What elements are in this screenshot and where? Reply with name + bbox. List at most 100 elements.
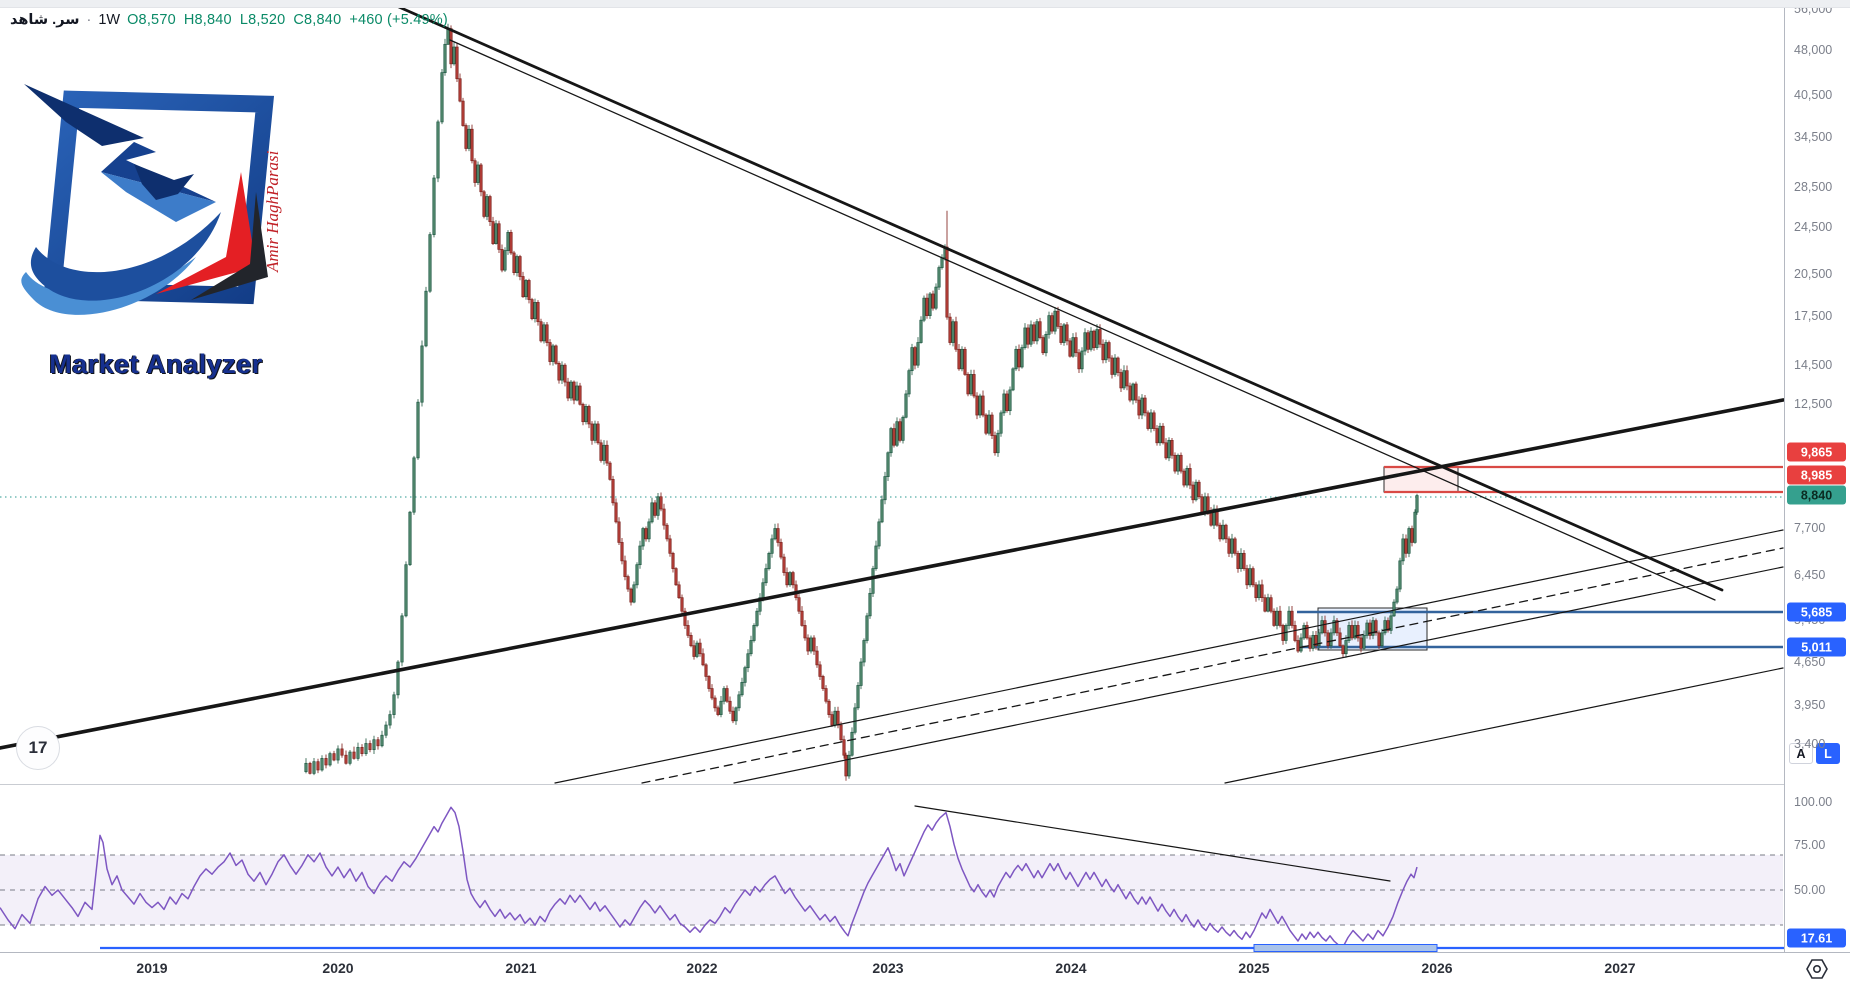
candle-body[interactable] [629,588,633,603]
candle-body[interactable] [554,345,558,364]
candle-body[interactable] [1263,597,1267,612]
candle-body[interactable] [557,363,561,381]
candle-body[interactable] [1011,368,1015,391]
candle-body[interactable] [482,191,486,217]
candle-body[interactable] [859,661,863,686]
candle-body[interactable] [913,347,917,366]
candle-body[interactable] [901,416,905,441]
candle-body[interactable] [1089,330,1093,350]
candle-body[interactable] [821,676,825,689]
year-tick-2023[interactable]: 2023 [872,960,904,976]
candle-body[interactable] [1293,625,1297,641]
candle-body[interactable] [1236,552,1240,569]
candle-body[interactable] [1413,511,1417,543]
candle-body[interactable] [907,370,911,395]
candle-body[interactable] [611,479,615,504]
candle-body[interactable] [584,406,588,423]
candle-body[interactable] [376,739,380,747]
candle-body[interactable] [1146,412,1150,429]
candle-body[interactable] [1392,601,1396,617]
candle-body[interactable] [1092,330,1096,348]
candle-body[interactable] [886,452,890,477]
candle-body[interactable] [312,761,316,774]
candle-body[interactable] [1356,625,1360,639]
candle-body[interactable] [668,538,672,554]
candle-body[interactable] [1314,635,1318,647]
candle-body[interactable] [360,746,364,754]
candle-body[interactable] [340,748,344,756]
candle-body[interactable] [830,714,834,726]
candle-body[interactable] [1344,640,1348,655]
candle-body[interactable] [494,223,498,244]
time-axis[interactable]: 2019 2020 2021 2022 2023 2024 2025 2026 2027 [0,952,1850,986]
candle-body[interactable] [883,476,887,501]
candle-body[interactable] [620,542,624,562]
candle-body[interactable] [695,642,699,657]
candle-body[interactable] [889,428,893,454]
candle-body[interactable] [1365,622,1369,636]
candle-body[interactable] [1326,632,1330,647]
candle-body[interactable] [1059,326,1063,343]
candle-body[interactable] [650,502,654,523]
candle-body[interactable] [1119,372,1123,389]
rsi-line[interactable] [0,806,1418,948]
candle-body[interactable] [1173,454,1177,472]
candle-body[interactable] [1179,454,1183,472]
candle-body[interactable] [1077,352,1081,370]
candle-body[interactable] [512,252,516,273]
candle-body[interactable] [674,568,678,586]
descending-trendline-thin[interactable] [449,39,1716,601]
candle-body[interactable] [524,280,528,298]
candle-body[interactable] [304,762,308,773]
candle-body[interactable] [641,528,645,547]
candle-body[interactable] [530,299,534,319]
candle-body[interactable] [671,552,675,569]
candle-body[interactable] [328,753,332,766]
axis-price-badge[interactable]: 17.61 [1787,928,1846,948]
candle-body[interactable] [847,754,851,777]
candle-body[interactable] [500,249,504,271]
candle-body[interactable] [1368,622,1372,636]
candle-body[interactable] [665,524,669,540]
candle-body[interactable] [785,572,789,586]
candle-body[interactable] [868,592,872,617]
candle-body[interactable] [461,100,465,126]
candle-body[interactable] [1383,620,1387,634]
candle-body[interactable] [384,724,388,736]
candle-body[interactable] [1398,560,1402,590]
candle-body[interactable] [572,381,576,401]
candle-body[interactable] [392,694,396,715]
candle-body[interactable] [1002,393,1006,414]
candle-body[interactable] [545,324,549,343]
year-tick-2027[interactable]: 2027 [1604,960,1636,976]
candle-body[interactable] [749,640,753,655]
candle-body[interactable] [464,125,468,149]
candle-body[interactable] [1269,597,1273,612]
symbol-legend[interactable]: سر. شاهد · 1W O8,570 H8,840 L8,520 C8,840 +4… [10,12,448,28]
interval-label[interactable]: 1W [98,12,121,28]
candle-body[interactable] [563,364,567,383]
candle-body[interactable] [428,234,432,292]
candle-body[interactable] [1347,625,1351,641]
candle-body[interactable] [862,640,866,663]
candle-body[interactable] [1266,597,1270,612]
axis-price-badge[interactable]: 5,011 [1787,637,1846,657]
candle-body[interactable] [1239,552,1243,569]
candle-body[interactable] [1350,625,1354,639]
year-tick-2021[interactable]: 2021 [505,960,537,976]
candle-body[interactable] [503,250,507,271]
candle-body[interactable] [488,196,492,222]
candle-body[interactable] [934,286,938,309]
candle-body[interactable] [352,751,356,759]
candle-body[interactable] [1068,340,1072,357]
candle-body[interactable] [602,444,606,461]
candle-body[interactable] [1245,568,1249,586]
candle-body[interactable] [1401,538,1405,562]
candle-body[interactable] [975,395,979,416]
candle-body[interactable] [731,710,735,722]
candle-body[interactable] [850,731,854,756]
candle-body[interactable] [400,615,404,663]
candle-body[interactable] [767,552,771,569]
candle-body[interactable] [812,637,816,652]
candle-body[interactable] [1071,337,1075,357]
